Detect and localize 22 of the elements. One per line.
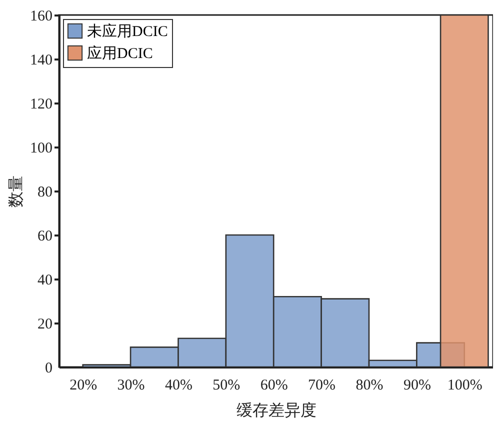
x-tick-label: 90%: [403, 378, 431, 394]
x-tick-label: 30%: [117, 378, 145, 394]
y-tick-label: 140: [30, 52, 52, 68]
y-tick-label: 20: [38, 316, 52, 332]
x-tick-label: 50%: [212, 378, 240, 394]
x-tick-label: 60%: [260, 378, 288, 394]
x-tick-label: 20%: [70, 378, 98, 394]
legend-label: 应用DCIC: [87, 45, 153, 62]
x-tick-label: 70%: [308, 378, 336, 394]
x-tick-label: 100%: [447, 378, 482, 394]
y-tick-label: 160: [30, 8, 52, 24]
y-tick-label: 80: [38, 184, 52, 200]
legend-label: 未应用DCIC: [87, 23, 168, 40]
y-tick-label: 100: [30, 140, 52, 156]
y-tick-label: 60: [38, 228, 52, 244]
y-tick-label: 120: [30, 96, 52, 112]
y-tick-label: 40: [38, 272, 52, 288]
x-tick-label: 80%: [356, 378, 384, 394]
y-tick-label: 0: [45, 360, 52, 376]
x-axis-title: 缓存差异度: [236, 402, 316, 420]
y-axis-title: 数量: [8, 176, 25, 208]
x-tick-label: 40%: [164, 378, 192, 394]
